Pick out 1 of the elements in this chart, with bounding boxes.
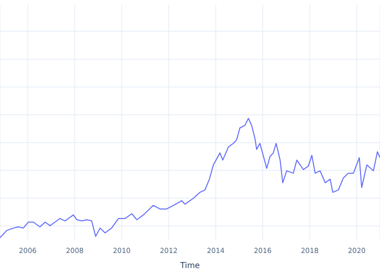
x-axis-title: Time <box>179 261 200 270</box>
